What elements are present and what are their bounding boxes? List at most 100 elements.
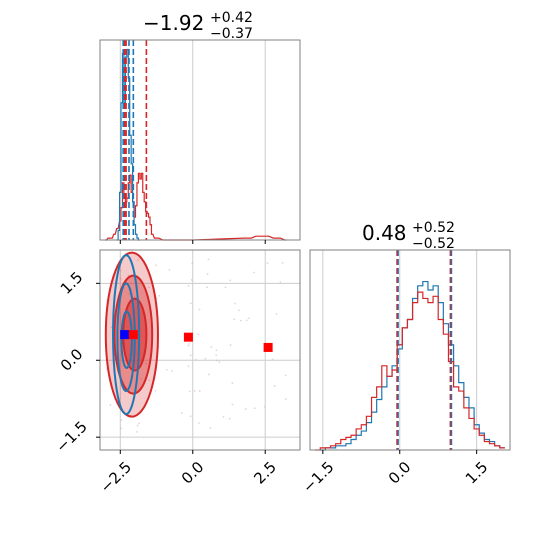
scatter-bg-point-74 <box>119 277 122 280</box>
scatter-bg-point-60 <box>197 422 200 424</box>
scatter-bg-point-67 <box>180 412 183 414</box>
scatter-bg-point-86 <box>198 308 201 311</box>
scatter-frame <box>99 249 301 451</box>
scatter-bg-point-79 <box>206 273 209 275</box>
histogram-panel-param1 <box>99 39 301 244</box>
scatter-bg-point-30 <box>284 374 287 377</box>
scatter-marker-3 <box>263 342 273 352</box>
scatter-bg-point-29 <box>233 318 235 321</box>
hist1-blue-series <box>320 280 505 451</box>
scatter-bg-point-40 <box>209 426 212 429</box>
scatter-bg-point-11 <box>281 262 284 264</box>
scatter-bg-point-9 <box>210 346 213 348</box>
scatter-bg-point-54 <box>229 279 232 282</box>
scatter-blue-contour-2 <box>120 310 133 369</box>
scatter-bg-point-42 <box>145 362 148 365</box>
scatter-ytick-label-0: −1.5 <box>52 418 90 456</box>
title-param2-value: 0.48 <box>362 221 407 245</box>
scatter-marker-0 <box>120 330 130 340</box>
scatter-bg-point-17 <box>188 390 191 393</box>
scatter-bg-point-76 <box>140 378 142 380</box>
scatter-blue-contour-0 <box>112 254 141 416</box>
scatter-bg-point-89 <box>224 286 227 289</box>
title-param2-err-plus: +0.52 <box>412 220 455 236</box>
scatter-bg-point-81 <box>127 274 130 277</box>
scatter-bg-point-63 <box>148 379 151 382</box>
scatter-bg-point-4 <box>215 359 218 362</box>
scatter-bg-point-18 <box>207 373 210 376</box>
scatter-bg-point-58 <box>206 286 208 289</box>
scatter-bg-point-33 <box>189 354 192 357</box>
scatter-bg-point-68 <box>194 358 197 361</box>
hist1|x1-xtick-label-1: 0.0 <box>385 458 415 488</box>
scatter-bg-point-83 <box>275 312 278 315</box>
scatter-marker-1 <box>128 330 138 340</box>
scatter|x0-xtick-label-0: −2.5 <box>97 458 135 496</box>
scatter-bg-point-59 <box>263 405 266 408</box>
hist1|x1-xtick-label-2: 1.5 <box>462 458 492 488</box>
scatter-bg-point-38 <box>279 281 282 283</box>
scatter-bg-point-10 <box>138 422 140 425</box>
scatter-bg-point-77 <box>110 326 113 329</box>
scatter-ytick-label-2: 1.5 <box>57 268 87 298</box>
scatter-bg-point-41 <box>165 368 168 371</box>
title-param1-value: −1.92 <box>143 11 204 35</box>
scatter-bg-point-44 <box>155 264 157 267</box>
scatter-bg-point-72 <box>239 319 242 322</box>
scatter-bg-point-53 <box>238 309 240 312</box>
title-param1-err-plus: +0.42 <box>210 10 253 26</box>
scatter-bg-point-13 <box>284 398 287 400</box>
scatter-bg-point-78 <box>187 365 190 368</box>
scatter-bg-point-20 <box>171 370 173 372</box>
scatter-ytick-label-1: 0.0 <box>57 345 87 375</box>
scatter-bg-point-82 <box>229 344 232 346</box>
scatter-bg-point-57 <box>120 427 123 430</box>
scatter-bg-point-52 <box>109 404 112 407</box>
scatter-bg-point-43 <box>234 302 236 305</box>
scatter-bg-point-21 <box>119 269 122 272</box>
hist1|x1-xtick-label-0: −1.5 <box>299 458 337 496</box>
hist1-frame <box>309 249 511 451</box>
scatter-bg-point-64 <box>253 407 256 410</box>
scatter-bg-point-84 <box>191 262 194 265</box>
hist0-frame <box>99 39 301 241</box>
scatter-bg-point-50 <box>128 292 131 295</box>
scatter-bg-point-80 <box>204 357 207 360</box>
scatter-bg-point-32 <box>187 284 190 287</box>
title-param1-err-minus: −0.37 <box>210 26 253 42</box>
scatter-bg-point-85 <box>271 358 274 361</box>
scatter-bg-point-0 <box>197 333 200 336</box>
hist1-red-series <box>315 291 505 451</box>
scatter-bg-point-66 <box>222 416 225 418</box>
scatter-bg-point-6 <box>228 417 231 420</box>
scatter-bg-point-48 <box>190 279 193 281</box>
histogram-panel-param2: −1.5 0.0 1.5 <box>299 249 511 497</box>
scatter|x0-xtick-label-1: 0.0 <box>178 458 208 488</box>
scatter-bg-point-75 <box>120 419 123 422</box>
scatter-bg-point-71 <box>168 268 171 271</box>
scatter-bg-point-16 <box>136 259 139 262</box>
scatter-bg-point-24 <box>218 361 221 363</box>
scatter-bg-point-34 <box>154 389 157 392</box>
title-param1: −1.92 +0.42 −0.37 <box>143 10 253 42</box>
scatter-bg-point-5 <box>158 294 161 297</box>
scatter-bg-point-55 <box>148 286 150 289</box>
scatter-bg-point-15 <box>231 382 234 384</box>
scatter|x0-xtick-label-2: 2.5 <box>250 458 280 488</box>
scatter-bg-point-51 <box>273 385 276 387</box>
scatter-marker-2 <box>183 332 193 342</box>
scatter-bg-point-49 <box>215 349 218 352</box>
scatter-bg-point-87 <box>253 271 256 274</box>
scatter-panel-param1-param2: −2.5 0.0 2.5 −1.5 0.0 1.5 <box>52 249 301 497</box>
scatter-bg-point-8 <box>231 403 234 406</box>
scatter-bg-point-88 <box>207 258 210 261</box>
scatter-bg-point-23 <box>193 389 196 392</box>
scatter-bg-point-31 <box>187 344 190 347</box>
scatter-bg-point-56 <box>136 424 139 427</box>
scatter-bg-point-70 <box>189 302 192 305</box>
scatter-bg-point-2 <box>188 342 191 345</box>
title-param2-err-minus: −0.52 <box>412 236 455 252</box>
scatter-bg-point-25 <box>247 317 250 320</box>
scatter-bg-point-35 <box>244 408 247 410</box>
